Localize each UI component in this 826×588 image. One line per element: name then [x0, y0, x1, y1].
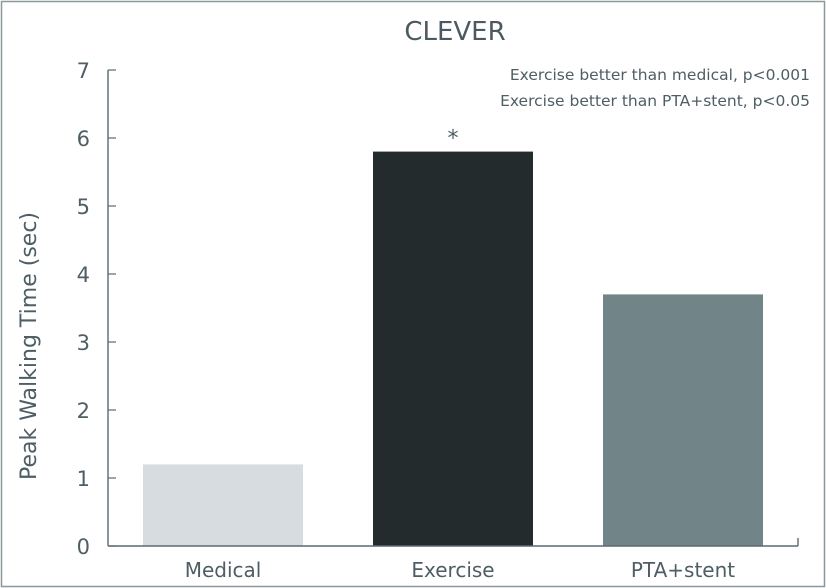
- bars-group: *: [143, 127, 763, 546]
- x-category-label: PTA+stent: [631, 558, 735, 582]
- significance-marker: *: [448, 127, 459, 152]
- y-tick-label: 7: [77, 59, 90, 83]
- annotation-line-2: Exercise better than PTA+stent, p<0.05: [500, 92, 810, 110]
- x-category-label: Medical: [185, 558, 262, 582]
- y-tick-label: 0: [77, 535, 90, 559]
- y-tick-label: 4: [77, 263, 90, 287]
- y-tick-label: 6: [77, 127, 90, 151]
- annotation-line-1: Exercise better than medical, p<0.001: [510, 66, 810, 84]
- y-tick-label: 5: [77, 195, 90, 219]
- bar-pta-stent: [603, 294, 763, 546]
- bar-medical: [143, 464, 303, 546]
- x-labels-group: Medical Exercise PTA+stent: [185, 558, 736, 582]
- y-tick-label: 2: [77, 399, 90, 423]
- bar-exercise: [373, 151, 533, 546]
- chart-title: CLEVER: [404, 17, 505, 47]
- y-tick-label: 3: [77, 331, 90, 355]
- x-category-label: Exercise: [411, 558, 494, 582]
- y-tick-label: 1: [77, 467, 90, 491]
- y-axis-label: Peak Walking Time (sec): [17, 212, 42, 480]
- y-ticks-group: 0 1 2 3 4 5 6 7: [77, 59, 116, 559]
